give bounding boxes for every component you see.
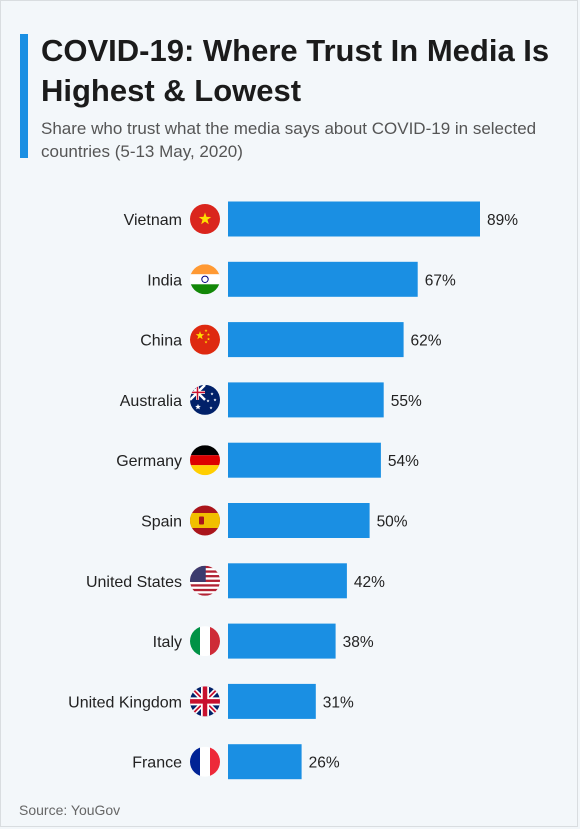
chart-subtitle: Share who trust what the media says abou… bbox=[41, 119, 537, 161]
france-flag-icon bbox=[190, 746, 220, 777]
chart-title: COVID-19: Where Trust In Media Is Highes… bbox=[41, 33, 550, 108]
value-label-india: 67% bbox=[425, 272, 456, 289]
value-label-united-kingdom: 31% bbox=[323, 694, 354, 711]
value-label-australia: 55% bbox=[391, 393, 422, 410]
category-label-italy: Italy bbox=[153, 634, 182, 651]
spain-flag-icon bbox=[190, 505, 220, 536]
category-label-india: India bbox=[147, 272, 182, 289]
australia-flag-icon bbox=[190, 384, 220, 415]
bar-italy bbox=[228, 623, 336, 659]
category-label-australia: Australia bbox=[120, 393, 182, 410]
category-label-united-kingdom: United Kingdom bbox=[68, 694, 182, 711]
category-label-china: China bbox=[140, 333, 182, 350]
united-kingdom-flag-icon bbox=[190, 686, 220, 717]
bar-france bbox=[228, 744, 302, 780]
title-accent-bar bbox=[20, 34, 28, 158]
category-label-united-states: United States bbox=[86, 574, 182, 591]
value-label-united-states: 42% bbox=[354, 574, 385, 591]
source-note: Source: YouGov bbox=[19, 802, 121, 818]
india-flag-icon bbox=[190, 264, 220, 295]
category-label-germany: Germany bbox=[116, 453, 182, 470]
bar-chart: Vietnam 89% India 67% China 62% Australia 55% Ge… bbox=[68, 201, 518, 780]
bar-united-states bbox=[228, 563, 347, 599]
category-label-spain: Spain bbox=[141, 514, 182, 531]
bar-vietnam bbox=[228, 201, 480, 237]
value-label-france: 26% bbox=[309, 755, 340, 772]
united-states-flag-icon bbox=[190, 565, 220, 596]
bar-australia bbox=[228, 382, 384, 418]
value-label-vietnam: 89% bbox=[487, 212, 518, 229]
china-flag-icon bbox=[190, 324, 220, 355]
bar-india bbox=[228, 261, 418, 297]
bar-china bbox=[228, 322, 404, 358]
value-label-italy: 38% bbox=[343, 634, 374, 651]
value-label-spain: 50% bbox=[377, 514, 408, 531]
value-label-germany: 54% bbox=[388, 453, 419, 470]
bar-spain bbox=[228, 503, 370, 538]
italy-flag-icon bbox=[190, 626, 220, 657]
category-label-france: France bbox=[132, 755, 182, 772]
germany-flag-icon bbox=[190, 445, 220, 476]
bar-germany bbox=[228, 442, 381, 478]
vietnam-flag-icon bbox=[190, 204, 220, 234]
value-label-china: 62% bbox=[411, 333, 442, 350]
category-label-vietnam: Vietnam bbox=[124, 212, 182, 229]
bar-united-kingdom bbox=[228, 683, 316, 719]
